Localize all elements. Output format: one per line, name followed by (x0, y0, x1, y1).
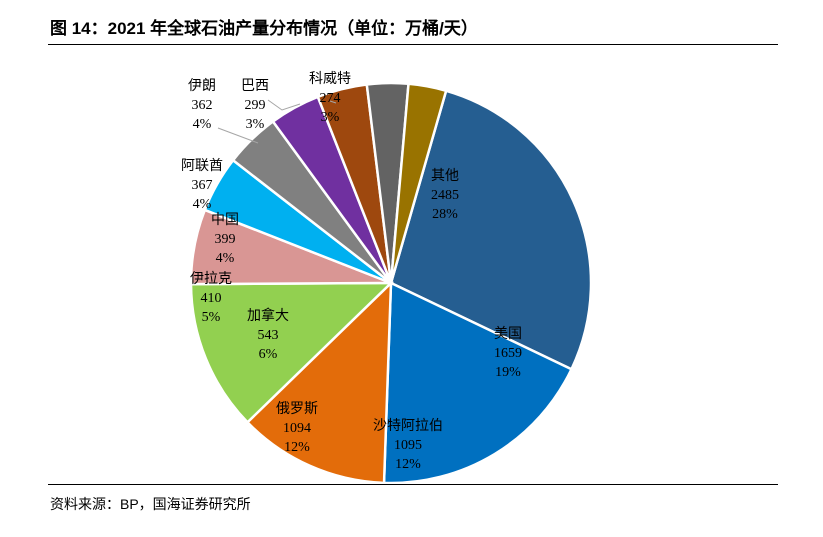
slice-3 (245, 279, 393, 485)
slice-5-value-label: 543 (258, 328, 279, 343)
leader-line-11 (329, 100, 337, 104)
slice-7-percent-label: 4% (216, 251, 235, 266)
source-note: 资料来源：BP，国海证券研究所 (50, 496, 251, 512)
slice-1-percent-label: 28% (432, 207, 458, 222)
slice-9-value-label: 362 (192, 98, 213, 113)
slice-4-value-label: 1094 (283, 421, 311, 436)
slice-11-name-label: 科威特 (309, 71, 351, 87)
chart-title: 图 14：2021 年全球石油产量分布情况（单位：万桶/天） (50, 19, 478, 38)
slice-7-value-label: 399 (215, 232, 236, 247)
slice-1-name-label: 其他 (431, 168, 459, 184)
slice-2 (382, 281, 574, 485)
slice-1 (389, 89, 593, 371)
slice-10-name-label: 巴西 (241, 79, 269, 94)
leader-line-10 (267, 99, 301, 111)
bottom-rule (48, 484, 778, 485)
slice-2-value-label: 1659 (494, 346, 522, 361)
slice-4-percent-label: 12% (284, 440, 310, 455)
slice-5-percent-label: 6% (259, 347, 278, 362)
slice-9-name-label: 伊朗 (188, 78, 216, 94)
slice-8-name-label: 阿联酋 (181, 157, 223, 174)
slice-10-percent-label: 3% (246, 117, 265, 132)
slice-3-value-label: 1095 (394, 438, 422, 453)
slice-7-name-label: 中国 (211, 212, 239, 228)
slice-3-name-label: 沙特阿拉伯 (373, 418, 443, 434)
slice-11-percent-label: 3% (321, 110, 340, 125)
slice-10-value-label: 299 (245, 98, 266, 113)
slice-4-name-label: 俄罗斯 (276, 401, 318, 417)
slice-6-value-label: 410 (201, 291, 222, 306)
slice-6-name-label: 伊拉克 (190, 271, 232, 287)
slice-4 (189, 281, 395, 425)
slice-2-percent-label: 19% (495, 365, 521, 380)
slice-9-percent-label: 4% (193, 117, 212, 132)
slice-5-name-label: 加拿大 (247, 307, 289, 324)
slice-11-value-label: 274 (320, 91, 341, 106)
top-rule (48, 44, 778, 45)
slice-8-value-label: 367 (192, 178, 213, 193)
leader-line-9 (217, 127, 259, 144)
slice-6-percent-label: 5% (202, 310, 221, 325)
slice-2-name-label: 美国 (494, 326, 522, 342)
slice-8-percent-label: 4% (193, 197, 212, 212)
slice-1-value-label: 2485 (431, 188, 459, 203)
slice-11 (389, 82, 448, 284)
slice-3-percent-label: 12% (395, 457, 421, 472)
